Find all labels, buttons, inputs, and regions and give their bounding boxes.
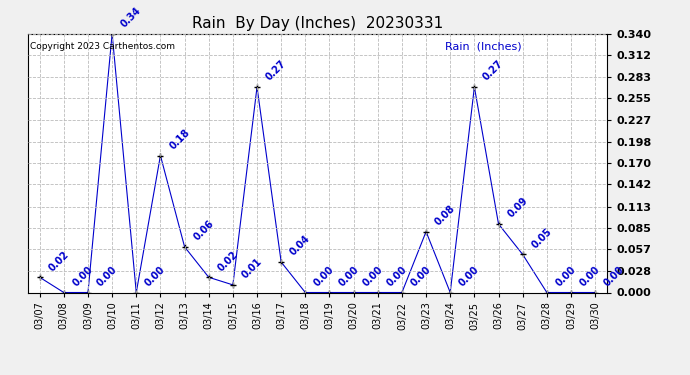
- Text: 0.02: 0.02: [216, 249, 239, 273]
- Text: 0.27: 0.27: [264, 59, 288, 83]
- Text: Copyright 2023 Carthentos.com: Copyright 2023 Carthentos.com: [30, 42, 175, 51]
- Text: 0.06: 0.06: [192, 219, 215, 243]
- Text: 0.01: 0.01: [240, 256, 264, 281]
- Text: 0.34: 0.34: [119, 6, 143, 30]
- Text: 0.08: 0.08: [433, 203, 457, 228]
- Title: Rain  By Day (Inches)  20230331: Rain By Day (Inches) 20230331: [192, 16, 443, 31]
- Text: 0.00: 0.00: [554, 264, 578, 288]
- Text: Rain  (Inches): Rain (Inches): [445, 42, 522, 51]
- Text: 0.00: 0.00: [313, 264, 336, 288]
- Text: 0.00: 0.00: [71, 264, 95, 288]
- Text: 0.00: 0.00: [361, 264, 384, 288]
- Text: 0.00: 0.00: [385, 264, 408, 288]
- Text: 0.00: 0.00: [95, 264, 119, 288]
- Text: 0.27: 0.27: [482, 59, 505, 83]
- Text: 0.09: 0.09: [506, 196, 529, 220]
- Text: 0.04: 0.04: [288, 234, 312, 258]
- Text: 0.18: 0.18: [168, 127, 192, 152]
- Text: 0.00: 0.00: [457, 264, 481, 288]
- Text: 0.02: 0.02: [47, 249, 70, 273]
- Text: 0.05: 0.05: [530, 226, 553, 250]
- Text: 0.00: 0.00: [578, 264, 602, 288]
- Text: 0.00: 0.00: [337, 264, 360, 288]
- Text: 0.00: 0.00: [144, 264, 167, 288]
- Text: 0.00: 0.00: [602, 264, 626, 288]
- Text: 0.00: 0.00: [409, 264, 433, 288]
